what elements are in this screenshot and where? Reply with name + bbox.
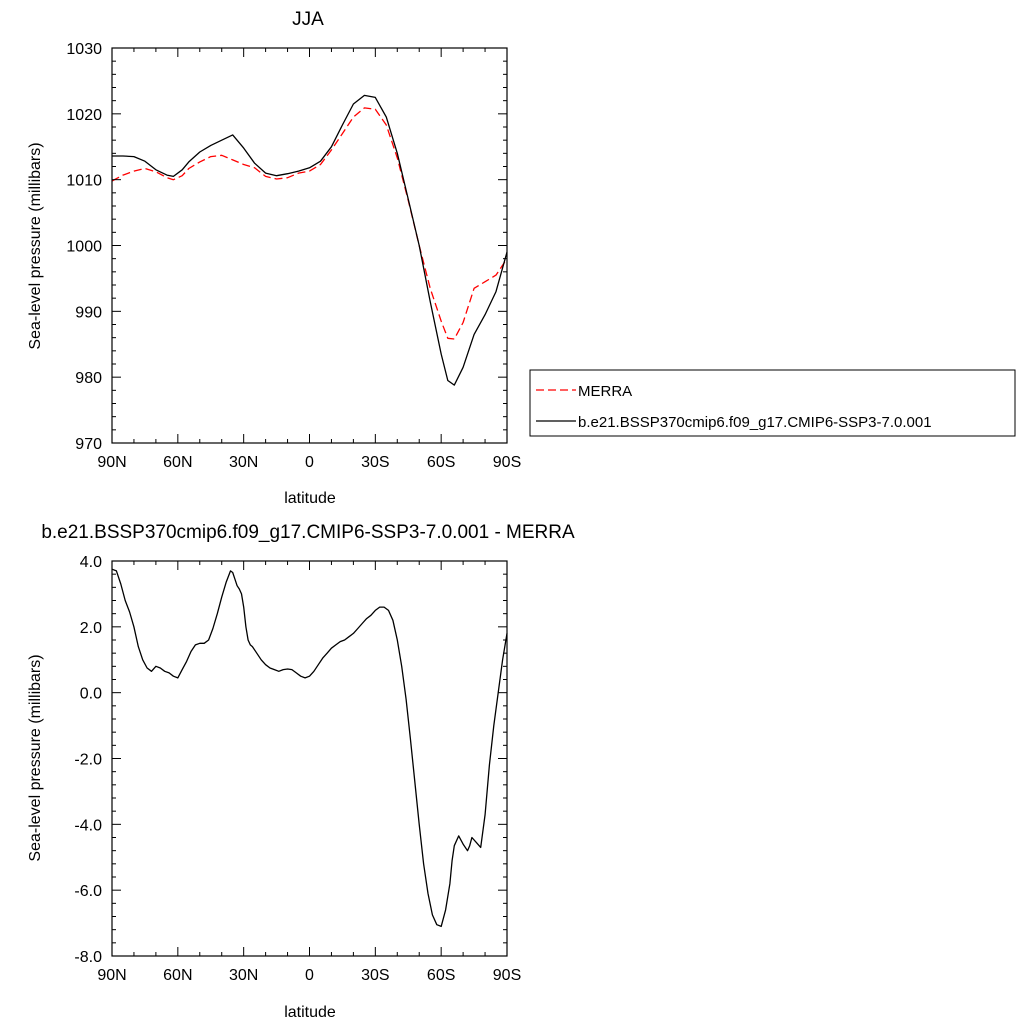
bottom-y-axis-label: Sea-level pressure (millibars) (27, 654, 44, 861)
bottom-series-line-difference (111, 568, 508, 928)
bottom-x-tick-label: 30S (361, 967, 389, 984)
bottom-x-axis-label: latitude (284, 1004, 336, 1021)
bottom-x-tick-label: 60S (427, 967, 455, 984)
bottom-y-tick-labels: -8.0 -6.0 -4.0 -2.0 0.0 2.0 4.0 (74, 554, 102, 966)
top-x-tick-label: 90N (97, 454, 126, 471)
top-y-tick-label: 970 (75, 436, 102, 453)
top-x-tick-label: 60S (427, 454, 455, 471)
top-x-tick-label: 30S (361, 454, 389, 471)
legend-label-model: b.e21.BSSP370cmip6.f09_g17.CMIP6-SSP3-7.… (578, 414, 932, 431)
top-y-tick-labels: 970 980 990 1000 1010 1020 1030 (66, 41, 102, 453)
top-y-tick-label: 1020 (66, 107, 102, 124)
bottom-y-tick-label: -2.0 (74, 752, 102, 769)
bottom-y-tick-label: 0.0 (80, 686, 102, 703)
bottom-x-tick-label: 30N (229, 967, 258, 984)
top-series-line-merra (111, 107, 508, 340)
bottom-y-tick-label: -4.0 (74, 817, 102, 834)
top-x-tick-label: 0 (305, 454, 314, 471)
legend-label-merra: MERRA (578, 383, 632, 400)
top-title: JJA (292, 9, 324, 30)
bottom-x-tick-labels: 90N 60N 30N 0 30S 60S 90S (97, 967, 521, 984)
top-series-lines (111, 94, 508, 386)
top-panel: JJA 90N 60N 30N 0 30S 60S 90S 970 980 990 1000 101… (27, 9, 521, 507)
top-y-axis-label: Sea-level pressure (millibars) (27, 142, 44, 349)
top-y-tick-label: 1010 (66, 173, 102, 190)
bottom-x-tick-label: 60N (163, 967, 192, 984)
top-ticks (111, 47, 508, 444)
bottom-y-tick-label: 2.0 (80, 620, 102, 637)
top-x-tick-label: 30N (229, 454, 258, 471)
top-plot-frame (111, 47, 508, 444)
top-y-tick-label: 1030 (66, 41, 102, 58)
bottom-x-tick-label: 90S (493, 967, 521, 984)
top-y-tick-label: 980 (75, 370, 102, 387)
bottom-y-tick-label: -6.0 (74, 883, 102, 900)
bottom-panel: b.e21.BSSP370cmip6.f09_g17.CMIP6-SSP3-7.… (27, 522, 575, 1021)
top-x-tick-labels: 90N 60N 30N 0 30S 60S 90S (97, 454, 521, 471)
top-x-axis-label: latitude (284, 490, 336, 507)
bottom-ticks (111, 560, 508, 957)
legend-box (529, 369, 1016, 437)
top-series-line-model (112, 94, 508, 386)
bottom-x-tick-label: 0 (305, 967, 314, 984)
top-y-tick-label: 1000 (66, 239, 102, 256)
bottom-series-lines (111, 568, 508, 928)
bottom-x-tick-label: 90N (97, 967, 126, 984)
bottom-y-tick-label: 4.0 (80, 554, 102, 571)
top-y-tick-label: 990 (75, 304, 102, 321)
bottom-title: b.e21.BSSP370cmip6.f09_g17.CMIP6-SSP3-7.… (41, 522, 575, 543)
top-x-tick-label: 90S (493, 454, 521, 471)
bottom-y-tick-label: -8.0 (74, 949, 102, 966)
legend: MERRA b.e21.BSSP370cmip6.f09_g17.CMIP6-S… (529, 369, 1016, 437)
top-x-tick-label: 60N (163, 454, 192, 471)
